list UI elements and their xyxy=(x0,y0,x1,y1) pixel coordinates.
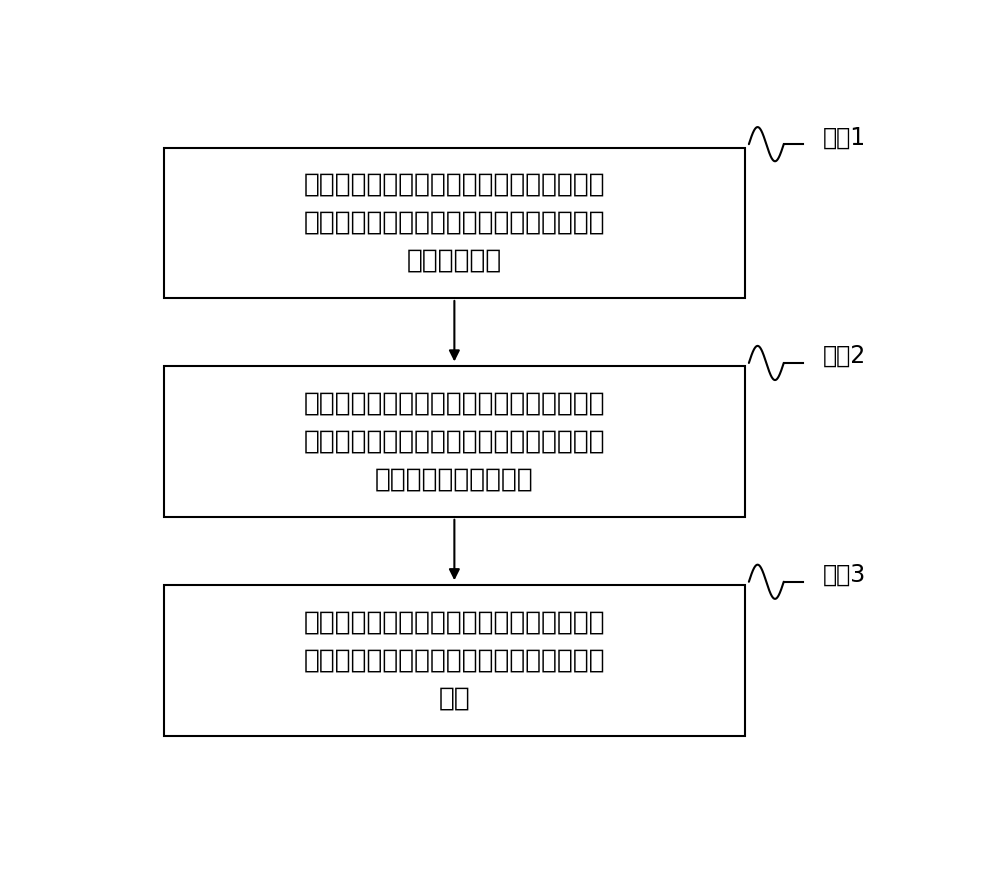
Text: 步骤2: 步骤2 xyxy=(822,345,866,369)
Text: 基于实际的作业方式、作业进入方式和作业
姿势通过电磁场仿真模拟人体电场分布，并
计算人体电场分布数据: 基于实际的作业方式、作业进入方式和作业 姿势通过电磁场仿真模拟人体电场分布，并 … xyxy=(304,391,605,493)
Bar xyxy=(164,585,745,735)
Text: 建立安全风险评估标准，并基于标准对所述
人体电场分布数据进行判定，提示作业风险
等级: 建立安全风险评估标准，并基于标准对所述 人体电场分布数据进行判定，提示作业风险 … xyxy=(304,609,605,711)
Text: 步骤1: 步骤1 xyxy=(822,125,866,149)
Bar xyxy=(164,147,745,298)
Text: 基于电缆终端带电作业中的人体平均参数构
建标准人体模型，基于实际工程参数构建电
缆终端塔模型: 基于电缆终端带电作业中的人体平均参数构 建标准人体模型，基于实际工程参数构建电 … xyxy=(304,171,605,274)
Text: 步骤3: 步骤3 xyxy=(822,563,866,587)
Bar xyxy=(164,367,745,517)
